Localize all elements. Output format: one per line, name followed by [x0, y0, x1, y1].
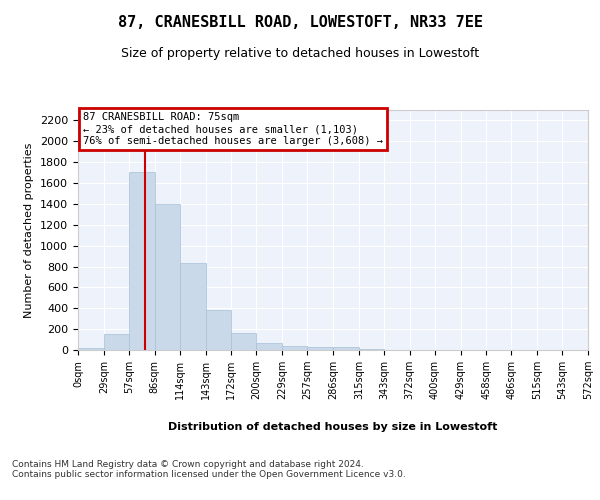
Y-axis label: Number of detached properties: Number of detached properties [25, 142, 34, 318]
Bar [282, 346, 307, 350]
Bar [129, 172, 155, 350]
Bar [78, 348, 104, 350]
Bar [333, 347, 359, 350]
Text: Size of property relative to detached houses in Lowestoft: Size of property relative to detached ho… [121, 48, 479, 60]
Bar [179, 263, 205, 350]
Bar [232, 333, 256, 350]
Bar [104, 334, 129, 350]
Text: 87, CRANESBILL ROAD, LOWESTOFT, NR33 7EE: 87, CRANESBILL ROAD, LOWESTOFT, NR33 7EE [118, 15, 482, 30]
Text: Distribution of detached houses by size in Lowestoft: Distribution of detached houses by size … [169, 422, 497, 432]
Bar [256, 343, 282, 350]
Text: Contains HM Land Registry data © Crown copyright and database right 2024.
Contai: Contains HM Land Registry data © Crown c… [12, 460, 406, 479]
Bar [205, 310, 232, 350]
Text: 87 CRANESBILL ROAD: 75sqm
← 23% of detached houses are smaller (1,103)
76% of se: 87 CRANESBILL ROAD: 75sqm ← 23% of detac… [83, 112, 383, 146]
Bar [359, 349, 384, 350]
Bar [155, 204, 179, 350]
Bar [307, 347, 333, 350]
